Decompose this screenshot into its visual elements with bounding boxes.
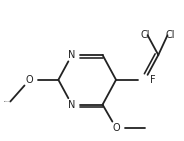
Text: F: F [150, 75, 155, 85]
Text: N: N [68, 100, 75, 110]
Text: N: N [68, 50, 75, 60]
Text: O: O [26, 75, 33, 85]
Text: O: O [112, 123, 120, 133]
Text: methoxy: methoxy [4, 101, 10, 102]
Text: Cl: Cl [140, 30, 150, 40]
Text: Cl: Cl [165, 30, 175, 40]
